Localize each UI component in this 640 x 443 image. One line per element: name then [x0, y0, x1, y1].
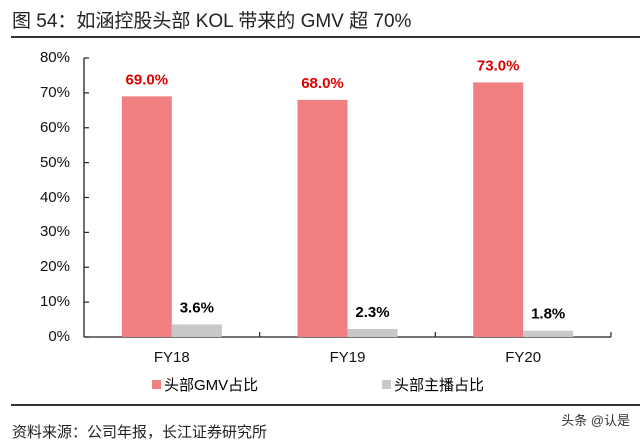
bottom-divider — [11, 404, 640, 406]
bar-value-label: 1.8% — [531, 306, 565, 323]
bar-value-label: 69.0% — [126, 71, 169, 88]
bar-value-label: 3.6% — [180, 299, 214, 316]
y-tick-label: 70% — [39, 83, 70, 101]
legend-item: 头部GMV占比 — [152, 374, 258, 395]
bar-value-label: 73.0% — [477, 57, 520, 74]
legend-item: 头部主播占比 — [382, 374, 484, 395]
y-tick-label: 40% — [39, 188, 70, 206]
y-tick-label: 0% — [48, 328, 70, 345]
legend-swatch — [152, 380, 161, 389]
bar-anchor-share — [347, 328, 398, 337]
legend-swatch — [382, 380, 391, 389]
y-tick-label: 80% — [39, 49, 70, 66]
bar-value-label: 68.0% — [301, 75, 344, 92]
bar-gmv-share — [473, 82, 524, 337]
legend-label: 头部主播占比 — [394, 377, 485, 394]
figure-title: 图 54：如涵控股头部 KOL 带来的 GMV 超 70% — [12, 11, 412, 32]
bar-chart: 69.0% 3.6% FY18 68.0% 2.3% FY19 73.0% 1.8% FY20 — [83, 57, 612, 366]
source-note: 资料来源：公司年报，长江证券研究所 — [12, 424, 268, 441]
top-divider — [11, 36, 640, 38]
bar-anchor-share — [523, 330, 574, 337]
bar-gmv-share — [297, 99, 348, 337]
y-tick-label: 50% — [39, 153, 70, 171]
y-tick-label: 20% — [39, 258, 70, 276]
bar-value-label: 2.3% — [355, 304, 389, 321]
watermark: 头条 @认是 — [561, 413, 630, 428]
x-category-label: FY19 — [330, 349, 366, 366]
y-tick-label: 10% — [39, 293, 70, 311]
legend-label: 头部GMV占比 — [164, 377, 259, 394]
x-category-label: FY20 — [505, 349, 541, 366]
bar-gmv-share — [121, 96, 172, 337]
bar-anchor-share — [171, 324, 222, 337]
x-category-label: FY18 — [154, 349, 190, 366]
y-tick-label: 30% — [39, 223, 70, 241]
y-tick-label: 60% — [39, 118, 70, 136]
